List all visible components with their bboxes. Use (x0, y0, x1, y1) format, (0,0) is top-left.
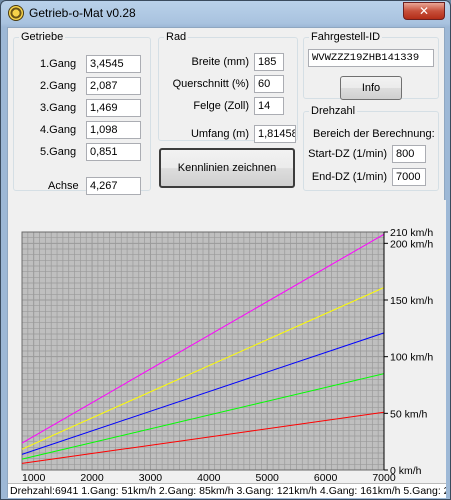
x-tick-label: 3000 (139, 472, 163, 483)
gear-1-label: 1.Gang (40, 58, 77, 70)
start-dz-input[interactable]: 800 (392, 145, 426, 163)
series-line-4 (21, 287, 385, 450)
umfang-input[interactable]: 1,81458 (254, 125, 296, 143)
fahrgestell-id-input[interactable]: WVWZZZ19ZHB141339 (308, 49, 434, 67)
fahrgestell-legend: Fahrgestell-ID (311, 31, 381, 43)
close-button[interactable]: ✕ (403, 2, 445, 20)
gear-5-label: 5.Gang (40, 146, 77, 158)
info-button[interactable]: Info (340, 76, 402, 100)
breite-input[interactable]: 185 (254, 53, 284, 71)
querschnitt-label: Querschnitt (%) (172, 78, 249, 90)
y-tick-label: 50 km/h (390, 408, 428, 420)
y-tick-label: 100 km/h (390, 352, 433, 364)
y-axis: 0 km/h 50 km/h 100 km/h 150 km/h 200 km/h210… (383, 227, 433, 477)
x-tick-label: 5000 (256, 472, 280, 483)
speed-chart: 0 km/h 50 km/h 100 km/h 150 km/h 200 km/h210… (8, 200, 446, 484)
querschnitt-input[interactable]: 60 (254, 75, 284, 93)
gear-3-label: 3.Gang (40, 102, 77, 114)
getriebe-group: Getriebe 1.Gang 3,4545 2.Gang 2,087 3.Ga… (13, 31, 151, 195)
gear-4-label: 4.Gang (40, 124, 77, 136)
drehzahl-group: Drehzahl Bereich der Berechnung: Start-D… (303, 105, 439, 191)
x-tick-label: 1000 (22, 472, 46, 483)
x-tick-label: 7000 (372, 472, 396, 483)
gear-2-input[interactable]: 2,087 (86, 77, 141, 95)
y-tick-label: 210 km/h (390, 227, 433, 239)
start-dz-label: Start-DZ (1/min) (308, 148, 387, 160)
achse-input[interactable]: 4,267 (86, 177, 141, 195)
fahrgestell-group: Fahrgestell-ID WVWZZZ19ZHB141339 Info (303, 31, 439, 100)
chart-series (21, 233, 385, 464)
gear-3-input[interactable]: 1,469 (86, 99, 141, 117)
breite-label: Breite (mm) (191, 56, 249, 68)
x-axis: 1000 2000 3000 4000 5000 6000 7000 (22, 472, 396, 484)
client-area: Getriebe 1.Gang 3,4545 2.Gang 2,087 3.Ga… (7, 27, 446, 498)
end-dz-input[interactable]: 7000 (392, 168, 426, 186)
kennlinien-zeichnen-button[interactable]: Kennlinien zeichnen (159, 148, 295, 188)
gear-5-input[interactable]: 0,851 (86, 143, 141, 161)
gear-4-input[interactable]: 1,098 (86, 121, 141, 139)
rad-legend: Rad (166, 31, 187, 43)
gear-2-label: 2.Gang (40, 80, 77, 92)
y-tick-label: 200 km/h (390, 238, 433, 250)
series-line-2 (21, 373, 385, 460)
y-tick-label: 150 km/h (390, 295, 433, 307)
chart-area: 0 km/h 50 km/h 100 km/h 150 km/h 200 km/h 210… (8, 200, 446, 498)
rad-group: Rad Breite (mm) 185 Querschnitt (%) 60 F… (158, 31, 298, 143)
series-line-1 (21, 411, 385, 464)
achse-label: Achse (48, 180, 79, 192)
x-tick-label: 6000 (314, 472, 338, 483)
series-line-3 (21, 332, 385, 455)
x-tick-label: 2000 (80, 472, 104, 483)
felge-input[interactable]: 14 (254, 97, 284, 115)
window-title: Getrieb-o-Mat v0.28 (29, 6, 136, 20)
drehzahl-legend: Drehzahl (311, 105, 356, 117)
x-tick-label: 4000 (197, 472, 221, 483)
app-gear-icon (8, 5, 24, 21)
series-line-5 (21, 233, 385, 444)
gear-1-input[interactable]: 3,4545 (86, 55, 141, 73)
umfang-label: Umfang (m) (190, 128, 249, 140)
bereich-label: Bereich der Berechnung: (313, 128, 435, 140)
chart-grid (21, 231, 385, 471)
end-dz-label: End-DZ (1/min) (311, 171, 387, 183)
getriebe-legend: Getriebe (21, 31, 64, 43)
felge-label: Felge (Zoll) (193, 100, 249, 112)
title-bar[interactable]: Getrieb-o-Mat v0.28 ✕ (1, 1, 450, 25)
y-tick-label: 0 km/h (390, 465, 422, 477)
status-bar: Drehzahl:6941 1.Gang: 51km/h 2.Gang: 85k… (8, 483, 446, 498)
